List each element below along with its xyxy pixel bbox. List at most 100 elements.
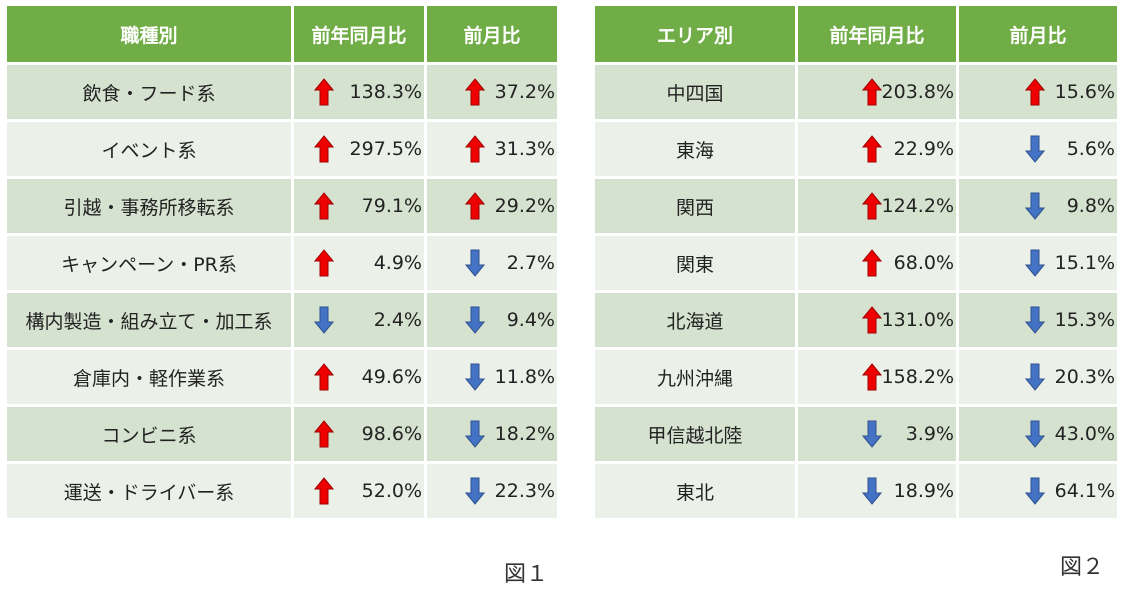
category-cell: 倉庫内・軽作業系 bbox=[4, 347, 294, 407]
category-cell: 九州沖縄 bbox=[592, 347, 798, 407]
header-mom: 前月比 bbox=[424, 3, 560, 65]
header-yoy: 前年同月比 bbox=[291, 3, 427, 65]
category-cell: キャンペーン・PR系 bbox=[4, 233, 294, 293]
yoy-value: 68.0% bbox=[893, 252, 954, 274]
mom-cell: 5.6% bbox=[956, 119, 1120, 179]
table-row: 甲信越北陸 3.9% 43.0% bbox=[592, 404, 1120, 464]
mom-cell: 43.0% bbox=[956, 404, 1120, 464]
arrow-down-icon bbox=[465, 249, 485, 277]
mom-value: 9.8% bbox=[1066, 195, 1115, 217]
mom-cell: 11.8% bbox=[424, 347, 560, 407]
arrow-down-icon bbox=[465, 306, 485, 334]
table-row: 東北 18.9% 64.1% bbox=[592, 461, 1120, 521]
arrow-up-icon bbox=[314, 192, 334, 220]
arrow-up-icon bbox=[314, 420, 334, 448]
arrow-up-icon bbox=[862, 78, 882, 106]
yoy-value: 138.3% bbox=[349, 81, 422, 103]
yoy-cell: 131.0% bbox=[795, 290, 959, 350]
mom-cell: 15.1% bbox=[956, 233, 1120, 293]
table-row: イベント系 297.5% 31.3% bbox=[4, 119, 560, 179]
yoy-value: 98.6% bbox=[361, 423, 422, 445]
yoy-cell: 2.4% bbox=[291, 290, 427, 350]
mom-cell: 64.1% bbox=[956, 461, 1120, 521]
category-cell: 東海 bbox=[592, 119, 798, 179]
yoy-value: 49.6% bbox=[361, 366, 422, 388]
table-row: 東海 22.9% 5.6% bbox=[592, 119, 1120, 179]
category-cell: 運送・ドライバー系 bbox=[4, 461, 294, 521]
mom-value: 15.6% bbox=[1054, 81, 1115, 103]
mom-cell: 9.8% bbox=[956, 176, 1120, 236]
table-body: 飲食・フード系 138.3% 37.2% イベント系 297.5% 31.3% 引越・事務所… bbox=[4, 62, 560, 521]
table-row: 関東 68.0% 15.1% bbox=[592, 233, 1120, 293]
yoy-cell: 124.2% bbox=[795, 176, 959, 236]
mom-cell: 15.3% bbox=[956, 290, 1120, 350]
table-header-row: 職種別 前年同月比 前月比 bbox=[4, 3, 560, 65]
table-row: 九州沖縄 158.2% 20.3% bbox=[592, 347, 1120, 407]
yoy-cell: 52.0% bbox=[291, 461, 427, 521]
arrow-down-icon bbox=[1025, 477, 1045, 505]
header-category: エリア別 bbox=[592, 3, 798, 65]
figure-caption-1: 図１ bbox=[504, 562, 549, 587]
area-table: エリア別 前年同月比 前月比 中四国 203.8% 15.6% 東海 22.9% 5.6%… bbox=[592, 3, 1120, 521]
yoy-value: 4.9% bbox=[373, 252, 422, 274]
table-row: コンビニ系 98.6% 18.2% bbox=[4, 404, 560, 464]
yoy-value: 158.2% bbox=[881, 366, 954, 388]
mom-cell: 18.2% bbox=[424, 404, 560, 464]
arrow-up-icon bbox=[314, 135, 334, 163]
yoy-cell: 138.3% bbox=[291, 62, 427, 122]
arrow-down-icon bbox=[1025, 363, 1045, 391]
table-row: 運送・ドライバー系 52.0% 22.3% bbox=[4, 461, 560, 521]
arrow-down-icon bbox=[862, 477, 882, 505]
table-body: 中四国 203.8% 15.6% 東海 22.9% 5.6% 関西 124.2% 9.8% 関東 6… bbox=[592, 62, 1120, 521]
yoy-cell: 79.1% bbox=[291, 176, 427, 236]
category-cell: 飲食・フード系 bbox=[4, 62, 294, 122]
header-category: 職種別 bbox=[4, 3, 294, 65]
category-cell: 北海道 bbox=[592, 290, 798, 350]
table-row: 倉庫内・軽作業系 49.6% 11.8% bbox=[4, 347, 560, 407]
category-cell: 東北 bbox=[592, 461, 798, 521]
figure-caption-2: 図２ bbox=[1060, 555, 1105, 580]
mom-cell: 15.6% bbox=[956, 62, 1120, 122]
category-cell: 構内製造・組み立て・加工系 bbox=[4, 290, 294, 350]
arrow-down-icon bbox=[1025, 135, 1045, 163]
yoy-cell: 18.9% bbox=[795, 461, 959, 521]
mom-cell: 37.2% bbox=[424, 62, 560, 122]
mom-value: 9.4% bbox=[506, 309, 555, 331]
table-row: 関西 124.2% 9.8% bbox=[592, 176, 1120, 236]
mom-value: 31.3% bbox=[494, 138, 555, 160]
arrow-down-icon bbox=[314, 306, 334, 334]
arrow-up-icon bbox=[465, 78, 485, 106]
yoy-cell: 158.2% bbox=[795, 347, 959, 407]
arrow-down-icon bbox=[465, 477, 485, 505]
arrow-down-icon bbox=[1025, 420, 1045, 448]
mom-value: 37.2% bbox=[494, 81, 555, 103]
mom-value: 15.1% bbox=[1054, 252, 1115, 274]
arrow-up-icon bbox=[465, 135, 485, 163]
arrow-down-icon bbox=[465, 420, 485, 448]
table-header-row: エリア別 前年同月比 前月比 bbox=[592, 3, 1120, 65]
yoy-value: 79.1% bbox=[361, 195, 422, 217]
category-cell: 中四国 bbox=[592, 62, 798, 122]
arrow-up-icon bbox=[862, 135, 882, 163]
arrow-up-icon bbox=[862, 249, 882, 277]
mom-value: 2.7% bbox=[506, 252, 555, 274]
mom-value: 11.8% bbox=[494, 366, 555, 388]
header-yoy: 前年同月比 bbox=[795, 3, 959, 65]
yoy-cell: 49.6% bbox=[291, 347, 427, 407]
mom-value: 64.1% bbox=[1054, 480, 1115, 502]
yoy-value: 3.9% bbox=[905, 423, 954, 445]
yoy-cell: 297.5% bbox=[291, 119, 427, 179]
category-cell: イベント系 bbox=[4, 119, 294, 179]
arrow-down-icon bbox=[1025, 306, 1045, 334]
mom-cell: 22.3% bbox=[424, 461, 560, 521]
arrow-up-icon bbox=[314, 249, 334, 277]
arrow-down-icon bbox=[1025, 249, 1045, 277]
yoy-cell: 98.6% bbox=[291, 404, 427, 464]
table-row: 構内製造・組み立て・加工系 2.4% 9.4% bbox=[4, 290, 560, 350]
mom-value: 15.3% bbox=[1054, 309, 1115, 331]
yoy-value: 52.0% bbox=[361, 480, 422, 502]
table-row: 引越・事務所移転系 79.1% 29.2% bbox=[4, 176, 560, 236]
mom-cell: 29.2% bbox=[424, 176, 560, 236]
category-cell: 関東 bbox=[592, 233, 798, 293]
yoy-value: 297.5% bbox=[349, 138, 422, 160]
